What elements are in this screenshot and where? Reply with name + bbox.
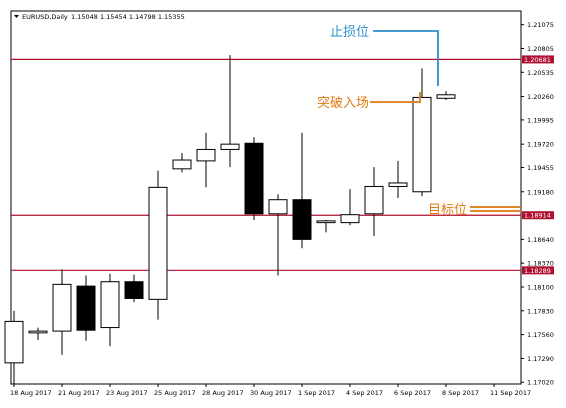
candle-body xyxy=(245,143,263,214)
level-tag-1: 1.18914 xyxy=(524,212,551,220)
y-tick-label: 1.17560 xyxy=(527,331,554,339)
y-tick-label: 1.21075 xyxy=(527,21,554,29)
candle-body xyxy=(53,284,71,331)
annotation-target: 目标位 xyxy=(428,203,467,218)
x-tick-label: 4 Sep 2017 xyxy=(346,389,383,397)
level-tag-2: 1.18289 xyxy=(524,267,551,275)
x-tick-label: 25 Aug 2017 xyxy=(154,389,196,397)
candle-body xyxy=(389,183,407,187)
chart-header: EURUSD,Daily 1.15048 1.15454 1.14798 1.1… xyxy=(14,13,185,21)
candle-body xyxy=(77,286,95,330)
x-tick-label: 1 Sep 2017 xyxy=(298,389,335,397)
y-axis: 1.21075 1.20805 1.20535 1.20260 1.19995 1.197… xyxy=(521,21,554,387)
candle-body xyxy=(365,186,383,213)
candle-body xyxy=(125,282,143,299)
y-tick-label: 1.17830 xyxy=(527,307,554,315)
header-symbol: EURUSD,Daily xyxy=(22,13,68,21)
y-tick-label: 1.20805 xyxy=(527,45,554,53)
candle-body xyxy=(173,160,191,169)
x-tick-label: 21 Aug 2017 xyxy=(58,389,100,397)
y-tick-label: 1.20260 xyxy=(527,93,554,101)
annotation-stop-loss: 止损位 xyxy=(330,25,369,40)
candle-body xyxy=(269,200,287,214)
candle-body xyxy=(197,149,215,160)
y-tick-label: 1.17290 xyxy=(527,355,554,363)
x-tick-label: 8 Sep 2017 xyxy=(442,389,479,397)
candle-body xyxy=(149,187,167,299)
candle-body xyxy=(413,97,431,191)
candle-6 xyxy=(149,171,167,320)
level-tag-0: 1.20681 xyxy=(524,56,551,64)
candle-body xyxy=(317,221,335,223)
y-tick-label: 1.18370 xyxy=(527,260,554,268)
candle-body xyxy=(221,144,239,149)
y-tick-label: 1.20535 xyxy=(527,69,554,77)
x-tick-label: 23 Aug 2017 xyxy=(106,389,148,397)
candle-10 xyxy=(245,137,263,220)
x-axis: 18 Aug 2017 21 Aug 2017 23 Aug 2017 25 Aug … xyxy=(10,384,531,397)
y-tick-label: 1.19180 xyxy=(527,188,554,196)
x-tick-label: 28 Aug 2017 xyxy=(202,389,244,397)
y-tick-label: 1.18640 xyxy=(527,236,554,244)
y-tick-label: 1.19995 xyxy=(527,116,554,124)
candle-body xyxy=(29,331,47,333)
x-tick-label: 6 Sep 2017 xyxy=(394,389,431,397)
x-tick-label: 11 Sep 2017 xyxy=(490,389,531,397)
candle-body xyxy=(437,95,455,99)
y-tick-label: 1.18100 xyxy=(527,284,554,292)
candle-body xyxy=(5,321,23,362)
y-tick-label: 1.19720 xyxy=(527,141,554,149)
y-tick-label: 1.17020 xyxy=(527,379,554,387)
header-ohlc: 1.15048 1.15454 1.14798 1.15355 xyxy=(71,13,185,21)
candle-body xyxy=(293,200,311,240)
candle-body xyxy=(341,215,359,223)
x-tick-label: 30 Aug 2017 xyxy=(250,389,292,397)
x-tick-label: 18 Aug 2017 xyxy=(10,389,52,397)
y-tick-label: 1.19455 xyxy=(527,164,554,172)
candle-body xyxy=(101,282,119,328)
annotation-breakout-entry: 突破入场 xyxy=(317,95,369,111)
